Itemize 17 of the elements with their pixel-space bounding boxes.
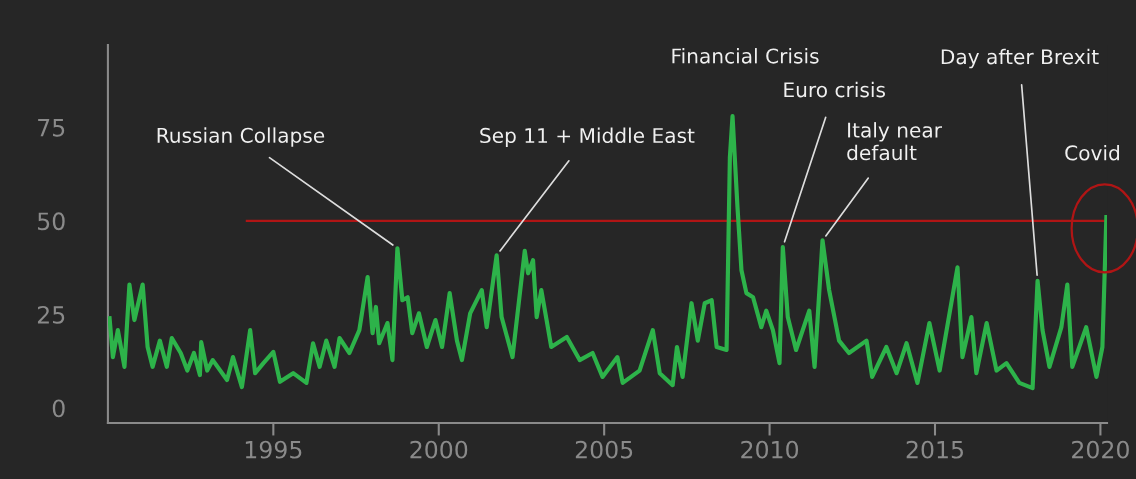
y-tick-label: 25 bbox=[37, 305, 65, 324]
annotation: Euro crisis bbox=[784, 81, 886, 98]
x-tick-label: 1995 bbox=[245, 440, 302, 459]
y-tick-label: 0 bbox=[52, 399, 65, 418]
x-tick-label: 2015 bbox=[906, 440, 963, 459]
x-tick-label: 2000 bbox=[410, 440, 468, 459]
annotation: Covid bbox=[1065, 144, 1119, 161]
annotation: Russian Collapse bbox=[157, 127, 325, 147]
x-tick-label: 2010 bbox=[741, 440, 799, 459]
annotation: Italy near default bbox=[847, 122, 942, 161]
y-tick-label: 75 bbox=[38, 119, 65, 137]
annotation: Financial Crisis bbox=[672, 48, 819, 64]
annotation: Day after Brexit bbox=[941, 48, 1099, 69]
x-tick-label: 2005 bbox=[575, 440, 633, 459]
annotation: Sep 11 + Middle East bbox=[480, 127, 695, 148]
x-tick-label: 2020 bbox=[1072, 440, 1129, 459]
y-tick-label: 50 bbox=[38, 212, 65, 231]
